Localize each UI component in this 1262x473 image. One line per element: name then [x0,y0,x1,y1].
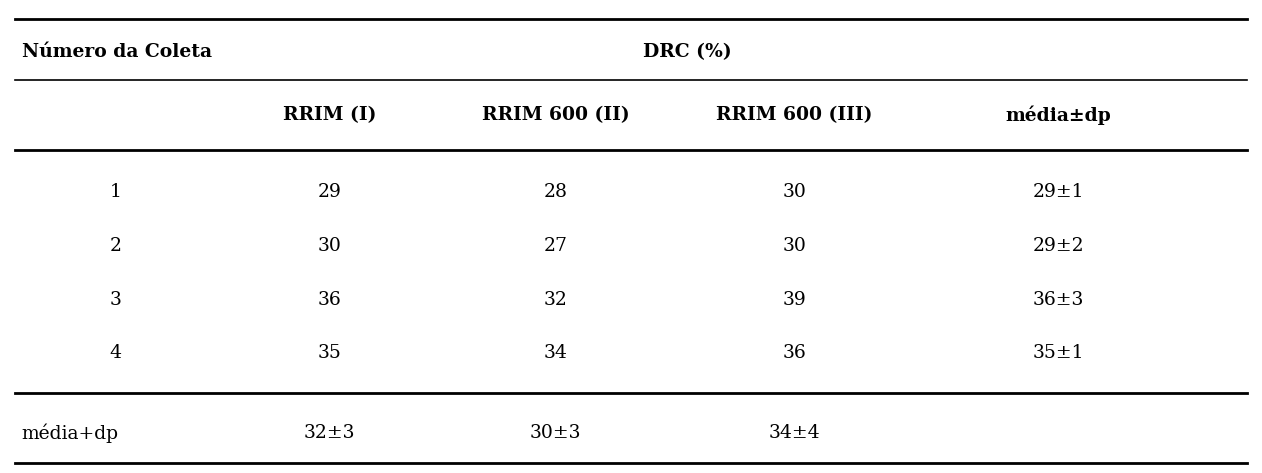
Text: 1: 1 [110,183,122,201]
Text: 30: 30 [782,183,806,201]
Text: 4: 4 [110,344,122,362]
Text: média+dp: média+dp [21,423,119,443]
Text: 30±3: 30±3 [530,424,582,442]
Text: média±dp: média±dp [1006,105,1111,125]
Text: 34: 34 [544,344,568,362]
Text: 35±1: 35±1 [1032,344,1084,362]
Text: 28: 28 [544,183,568,201]
Text: 29±2: 29±2 [1032,237,1084,255]
Text: 32±3: 32±3 [304,424,355,442]
Text: 32: 32 [544,290,568,308]
Text: 3: 3 [110,290,122,308]
Text: RRIM 600 (II): RRIM 600 (II) [482,106,630,124]
Text: 39: 39 [782,290,806,308]
Text: RRIM (I): RRIM (I) [283,106,376,124]
Text: RRIM 600 (III): RRIM 600 (III) [716,106,872,124]
Text: 30: 30 [782,237,806,255]
Text: DRC (%): DRC (%) [644,43,732,61]
Text: 27: 27 [544,237,568,255]
Text: Número da Coleta: Número da Coleta [21,43,212,61]
Text: 36±3: 36±3 [1032,290,1084,308]
Text: 34±4: 34±4 [769,424,820,442]
Text: 35: 35 [318,344,342,362]
Text: 30: 30 [318,237,342,255]
Text: 2: 2 [110,237,122,255]
Text: 29±1: 29±1 [1032,183,1084,201]
Text: 36: 36 [782,344,806,362]
Text: 36: 36 [318,290,341,308]
Text: 29: 29 [318,183,342,201]
